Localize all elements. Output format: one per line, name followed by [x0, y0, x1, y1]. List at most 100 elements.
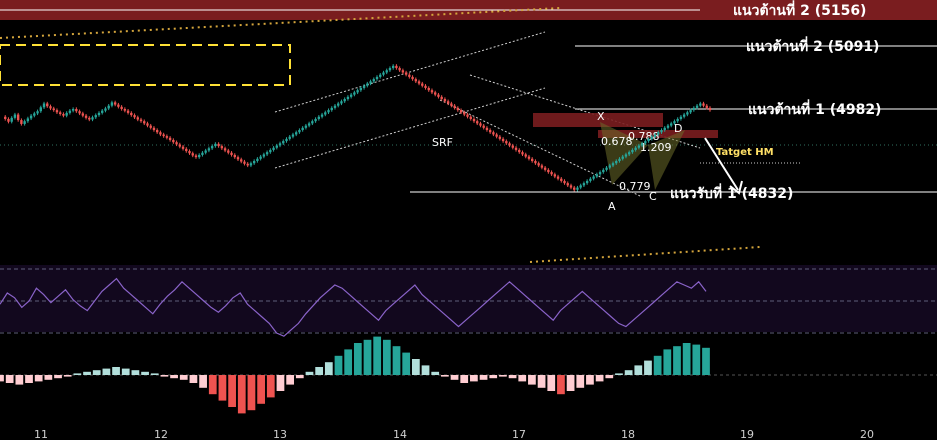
- candle-body: [537, 163, 540, 166]
- candle-body: [175, 142, 178, 145]
- candle-body: [508, 143, 511, 146]
- candle-body: [702, 103, 705, 106]
- candle-body: [278, 143, 282, 146]
- candle-body: [49, 106, 52, 109]
- candle-body: [240, 159, 243, 162]
- candle-body: [42, 103, 46, 108]
- candle-body: [120, 106, 123, 109]
- candle-body: [210, 146, 214, 149]
- candle-body: [411, 76, 414, 80]
- candle-body: [88, 117, 91, 120]
- x-tick-20: 20: [860, 428, 874, 440]
- macd-bar: [334, 355, 343, 375]
- candle-body: [16, 114, 20, 121]
- candle-body: [576, 187, 579, 190]
- candle-body: [26, 118, 30, 122]
- srf-channel-lower: [274, 87, 546, 169]
- macd-bar: [586, 375, 594, 385]
- macd-bar: [470, 375, 478, 382]
- candle-body: [143, 121, 146, 124]
- candle-body: [611, 163, 615, 166]
- candle-body: [298, 130, 301, 133]
- candle-body: [101, 110, 104, 113]
- resistance-2a-label: แนวต้านที่ 2 (5156): [733, 0, 866, 19]
- candle-body: [324, 112, 327, 115]
- candle-body: [379, 74, 382, 77]
- macd-bar: [0, 375, 4, 382]
- candle-body: [314, 118, 317, 122]
- macd-bar: [624, 370, 633, 375]
- candle-body: [456, 107, 460, 111]
- candle-body: [294, 132, 298, 135]
- macd-bar: [34, 375, 43, 382]
- candle-body: [123, 109, 127, 111]
- candle-body: [472, 118, 476, 122]
- candle-body: [243, 161, 246, 164]
- macd-bar: [663, 349, 672, 375]
- candle-body: [469, 116, 472, 119]
- candle-body: [359, 87, 363, 91]
- candle-body: [485, 127, 489, 131]
- macd-bar: [305, 371, 314, 375]
- candle-body: [349, 94, 353, 97]
- candle-body: [579, 185, 582, 188]
- candle-body: [317, 116, 321, 119]
- candle-body: [275, 145, 278, 148]
- candle-body: [333, 105, 337, 108]
- lower-dotted-trendline: [529, 246, 761, 263]
- candle-body: [634, 147, 637, 150]
- macd-bar: [421, 365, 430, 375]
- candle-body: [663, 127, 666, 131]
- macd-bar: [605, 375, 614, 379]
- candle-body: [540, 165, 544, 168]
- candle-body: [589, 178, 592, 181]
- candle-body: [692, 107, 696, 111]
- candle-body: [52, 108, 55, 111]
- macd-bar: [179, 375, 188, 380]
- support-1-label: แนวรับที่ 1 (4832): [670, 183, 793, 202]
- candle-body: [492, 132, 495, 135]
- point-x: X: [597, 110, 605, 123]
- candle-body: [236, 157, 240, 160]
- candle-body: [159, 132, 162, 135]
- candle-body: [307, 123, 311, 126]
- candle-body: [372, 79, 375, 82]
- candle-body: [488, 130, 492, 133]
- candle-body: [269, 149, 272, 153]
- candle-body: [230, 152, 233, 155]
- macd-bar: [218, 375, 227, 401]
- candle-body: [168, 137, 172, 140]
- candle-body: [430, 90, 434, 93]
- x-tick-13: 13: [273, 428, 287, 440]
- candle-body: [650, 136, 654, 139]
- candle-body: [136, 117, 139, 120]
- macd-bar: [295, 375, 304, 379]
- candle-body: [262, 154, 266, 157]
- macd-bar: [170, 375, 178, 379]
- candle-body: [401, 70, 405, 73]
- candle-body: [466, 114, 469, 117]
- candle-body: [10, 117, 13, 122]
- candle-body: [682, 114, 686, 117]
- macd-bar: [150, 373, 159, 375]
- macd-bar: [460, 375, 469, 383]
- candle-body: [217, 143, 220, 147]
- srf-label: SRF: [432, 136, 453, 149]
- macd-bar: [402, 352, 411, 375]
- candle-body: [301, 127, 304, 131]
- top-resistance-label-bg: [700, 0, 937, 20]
- macd-bar: [112, 367, 120, 375]
- candle-body: [194, 155, 198, 158]
- candle-body: [566, 183, 569, 186]
- candle-body: [7, 118, 10, 122]
- candle-body: [479, 123, 482, 126]
- candle-body: [382, 72, 385, 75]
- x-tick-18: 18: [621, 428, 635, 440]
- candle-body: [695, 105, 699, 108]
- macd-bar: [382, 339, 391, 375]
- macd-bar: [266, 375, 275, 398]
- candle-body: [366, 83, 369, 86]
- candle-body: [188, 151, 191, 154]
- macd-bar: [44, 375, 53, 380]
